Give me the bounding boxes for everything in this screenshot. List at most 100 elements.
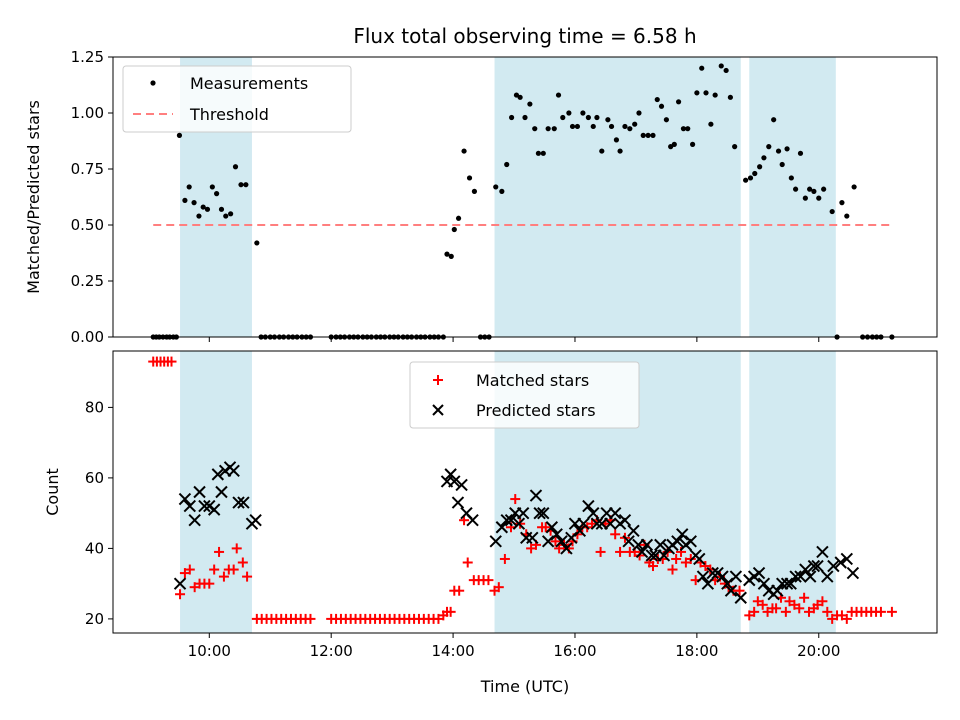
measurement-point — [703, 90, 709, 96]
measurement-point — [685, 126, 691, 132]
predicted-star-point — [840, 552, 854, 566]
chart-title: Flux total observing time = 6.58 h — [353, 24, 696, 48]
measurement-point — [566, 110, 572, 116]
measurement-point — [712, 92, 718, 98]
predicted-star-point — [657, 549, 671, 562]
measurement-point — [771, 117, 777, 123]
predicted-star-point — [627, 524, 640, 537]
predicted-star-point — [811, 559, 824, 573]
predicted-star-point — [676, 528, 689, 541]
measurement-point — [455, 215, 462, 221]
predicted-star-point — [604, 517, 617, 530]
shaded-interval — [749, 351, 836, 633]
predicted-star-point — [721, 577, 734, 590]
matched-star-point — [305, 613, 316, 624]
measurement-point — [811, 188, 817, 194]
measurement-point — [243, 182, 249, 188]
predicted-star-point — [799, 563, 812, 576]
measurement-point — [594, 114, 600, 121]
y-tick-label: 40 — [85, 539, 104, 557]
predicted-star-point — [716, 570, 729, 583]
measurement-point — [675, 99, 682, 105]
measurement-point — [779, 161, 785, 168]
bottom-panel: 10:00 12:00 14:00 16:00 18:00 20:00 20406080 … — [43, 350, 938, 696]
predicted-star-point — [451, 496, 465, 509]
measurement-point — [622, 123, 628, 130]
measurement-point — [580, 110, 586, 116]
measurement-point — [186, 184, 192, 190]
measurement-point — [254, 240, 260, 246]
y-tick-label: 0.50 — [71, 216, 104, 234]
y-tick-label: 60 — [85, 469, 104, 487]
measurement-point — [574, 123, 581, 130]
matched-star-point — [595, 546, 606, 557]
predicted-star-point — [466, 513, 479, 527]
predicted-star-point — [529, 489, 543, 502]
measurement-point — [743, 177, 749, 183]
predicted-star-point — [622, 535, 635, 548]
predicted-star-point — [573, 524, 587, 537]
measurement-point — [640, 132, 646, 138]
predicted-star-point — [827, 559, 840, 573]
measurement-point — [784, 146, 790, 152]
predicted-star-point — [444, 468, 457, 481]
matched-star-point — [462, 557, 473, 568]
measurement-point — [793, 186, 799, 192]
measurement-point — [504, 161, 510, 168]
measurement-point — [191, 200, 197, 206]
predicted-star-point — [495, 521, 509, 534]
predicted-star-point — [794, 570, 807, 583]
matched-star-point — [671, 553, 682, 564]
measurement-point — [508, 114, 515, 121]
measurement-point — [209, 184, 215, 190]
predicted-star-point — [821, 570, 834, 583]
measurement-point — [718, 63, 724, 69]
y-tick-label: 0.75 — [71, 160, 104, 178]
bottom-legend-box — [409, 361, 640, 429]
measurement-point — [766, 144, 772, 150]
matched-star-point — [204, 578, 215, 589]
predicted-star-point — [784, 577, 797, 590]
predicted-star-point — [504, 513, 518, 527]
measurement-point — [451, 226, 457, 233]
bottom-x-ticks: 10:00 12:00 14:00 16:00 18:00 20:00 — [188, 633, 840, 660]
measurement-point — [238, 182, 244, 188]
measurement-point — [532, 126, 538, 132]
measurement-point — [627, 126, 633, 132]
legend-measurements-marker — [150, 80, 156, 86]
measurement-point — [851, 184, 857, 190]
predicted-star-point — [207, 503, 221, 516]
matched-star-point — [237, 557, 248, 568]
predicted-star-point — [734, 591, 747, 604]
legend-measurements-label: Measurements — [190, 74, 308, 93]
predicted-star-point — [232, 496, 245, 509]
measurement-point — [807, 186, 813, 192]
predicted-star-point — [537, 506, 550, 520]
matched-star-point — [749, 606, 760, 617]
measurement-point — [560, 114, 566, 121]
measurement-point — [218, 206, 225, 212]
measurement-point — [650, 132, 656, 138]
measurement-point — [569, 123, 576, 130]
predicted-star-point — [249, 513, 262, 527]
measurement-point — [461, 148, 467, 154]
top-y-ticks: 0.00 0.25 0.50 0.75 1.00 1.25 — [71, 48, 113, 346]
y-tick-label: 1.00 — [71, 104, 104, 122]
legend-predicted-marker — [432, 404, 444, 416]
measurement-point — [555, 92, 562, 98]
y-tick-label: 0.00 — [71, 328, 104, 346]
legend-threshold-label: Threshold — [189, 105, 269, 124]
predicted-star-point — [771, 584, 784, 597]
measurement-point — [654, 96, 660, 103]
matched-star-point — [822, 606, 833, 617]
measurement-point — [632, 121, 638, 127]
measurement-point — [223, 213, 229, 219]
predicted-star-point — [834, 556, 847, 569]
y-tick-label: 20 — [85, 610, 104, 628]
measurement-point — [540, 150, 546, 156]
predicted-star-point — [237, 496, 250, 509]
measurement-point — [585, 114, 591, 121]
predicted-star-point — [533, 506, 546, 520]
predicted-star-point — [635, 545, 649, 559]
